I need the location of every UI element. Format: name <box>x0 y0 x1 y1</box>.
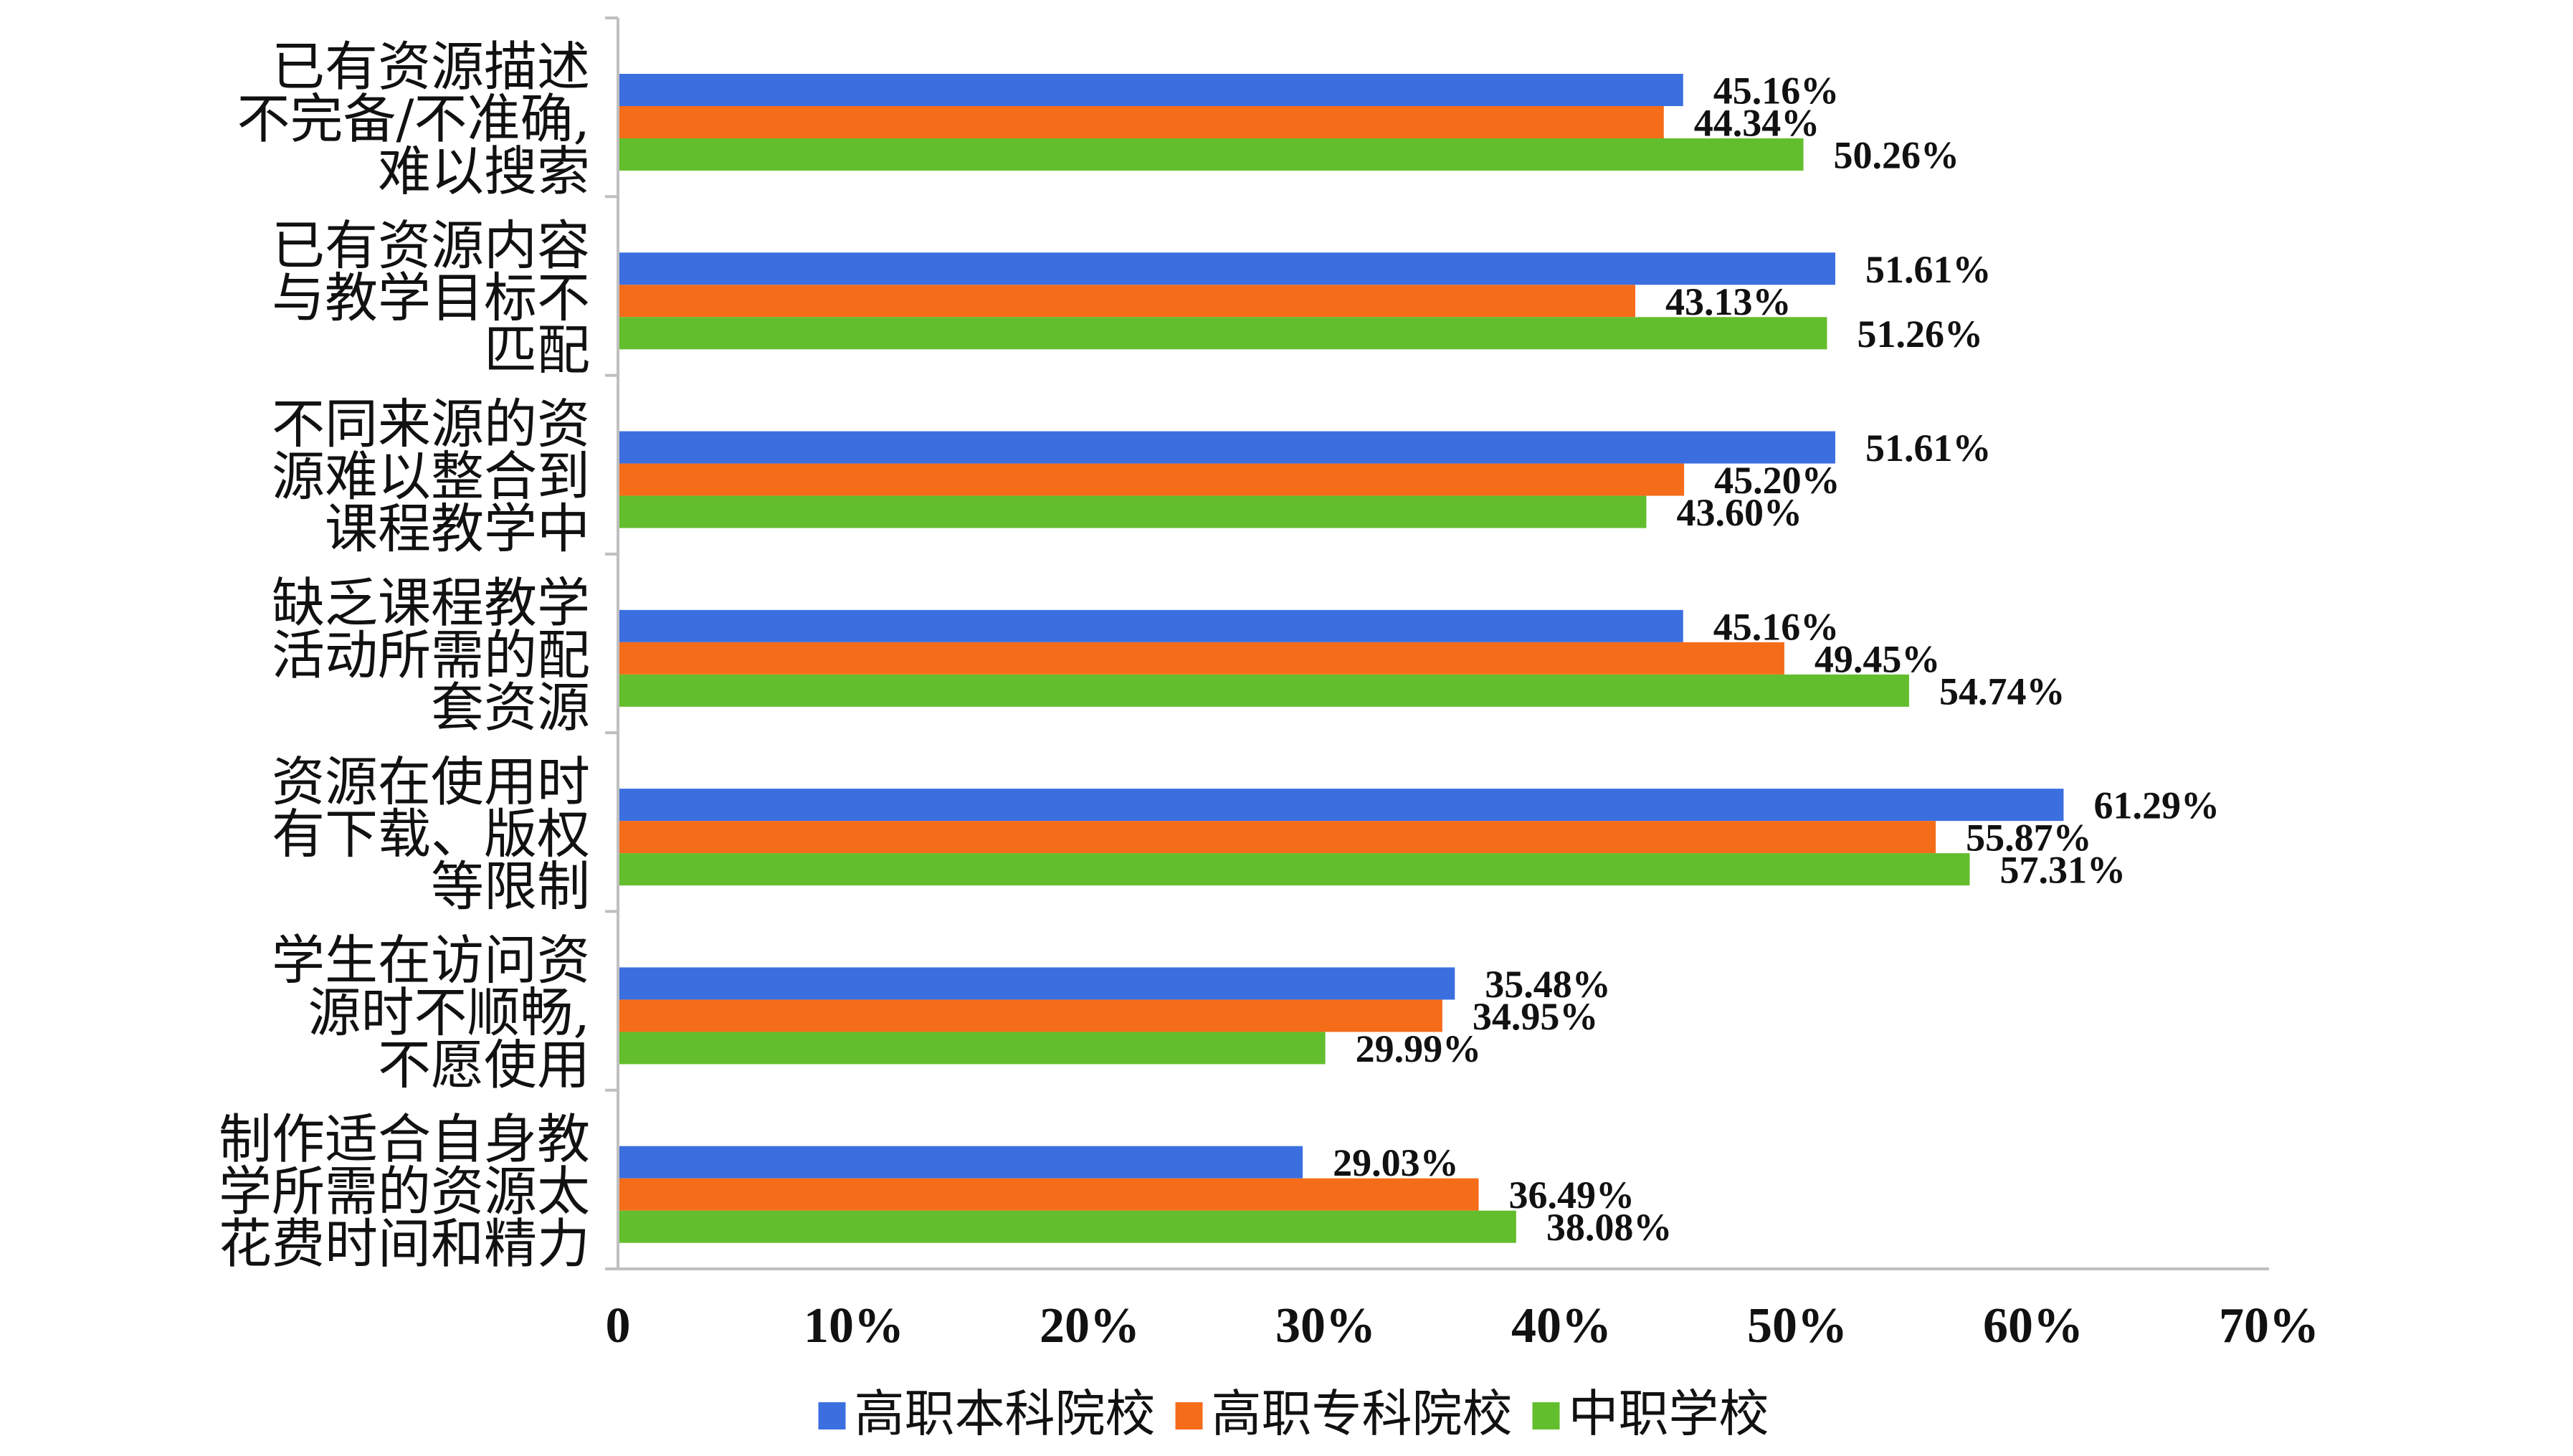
data-label: 45.16% <box>1713 605 1840 648</box>
category-label: 等限制 <box>431 856 590 918</box>
x-tick-label: 60% <box>1983 1298 2083 1353</box>
data-label: 35.48% <box>1485 963 1611 1006</box>
bar-高职专科院校-7 <box>618 1178 1479 1211</box>
legend-label: 中职学校 <box>1569 1384 1769 1443</box>
category-labels-layer: 已有资源描述不完备/不准确,难以搜索已有资源内容与教学目标不匹配不同来源的资源难… <box>219 37 590 1275</box>
data-label: 49.45% <box>1815 637 1941 680</box>
category-label: 不完备/不准确, <box>237 89 590 151</box>
category-label: 有下载、版权 <box>272 804 590 865</box>
bar-高职专科院校-2 <box>618 285 1635 318</box>
category-label: 制作适合自身教 <box>219 1108 590 1170</box>
bar-高职本科院校-7 <box>618 1146 1303 1179</box>
data-label: 38.08% <box>1546 1206 1673 1249</box>
bar-高职专科院校-5 <box>618 821 1936 854</box>
x-tick-label: 0 <box>606 1298 631 1353</box>
data-label: 61.29% <box>2093 784 2220 827</box>
category-label: 源时不顺畅, <box>308 982 590 1044</box>
data-label: 45.20% <box>1714 459 1840 502</box>
x-tick-label: 20% <box>1040 1298 1140 1353</box>
category-label: 与教学目标不 <box>272 267 590 329</box>
bar-中职学校-7 <box>618 1210 1516 1243</box>
data-label: 43.60% <box>1676 491 1802 534</box>
data-label: 43.13% <box>1665 280 1792 323</box>
bar-高职本科院校-5 <box>618 789 2064 822</box>
legend-item-中职学校: 中职学校 <box>1532 1384 1769 1443</box>
legend-item-高职本科院校: 高职本科院校 <box>818 1384 1156 1443</box>
category-label: 匹配 <box>484 320 590 381</box>
category-label: 已有资源描述 <box>272 37 590 98</box>
legend-label: 高职本科院校 <box>855 1384 1156 1443</box>
data-label: 29.99% <box>1356 1027 1481 1070</box>
data-labels-layer: 45.16%44.34%50.26%51.61%43.13%51.26%51.6… <box>1333 70 2220 1250</box>
data-label: 36.49% <box>1509 1174 1635 1217</box>
bar-高职本科院校-4 <box>618 609 1683 642</box>
data-label: 44.34% <box>1694 102 1820 145</box>
legend-item-高职专科院校: 高职专科院校 <box>1175 1384 1513 1443</box>
bar-高职专科院校-6 <box>618 999 1442 1032</box>
bar-高职专科院校-1 <box>618 106 1664 138</box>
data-label: 55.87% <box>1966 817 2092 860</box>
bar-高职专科院校-3 <box>618 463 1685 496</box>
bar-高职本科院校-1 <box>618 74 1683 106</box>
data-label: 34.95% <box>1473 995 1599 1038</box>
category-label: 难以搜索 <box>378 141 590 203</box>
bars-layer <box>618 74 2064 1243</box>
bar-中职学校-2 <box>618 317 1827 350</box>
category-label: 活动所需的配 <box>272 625 590 687</box>
data-label: 29.03% <box>1333 1141 1459 1184</box>
legend-swatch <box>1532 1402 1560 1429</box>
category-label: 学所需的资源太 <box>219 1161 590 1222</box>
data-label: 57.31% <box>1999 849 2126 892</box>
bar-高职本科院校-2 <box>618 252 1835 285</box>
x-tick-label: 40% <box>1511 1298 1612 1353</box>
bar-高职专科院校-4 <box>618 642 1784 675</box>
bar-高职本科院校-3 <box>618 431 1835 464</box>
category-label: 资源在使用时 <box>272 751 590 813</box>
data-label: 51.26% <box>1857 313 1983 356</box>
category-label: 源难以整合到 <box>272 446 590 508</box>
category-label: 课程教学中 <box>325 498 590 560</box>
category-label: 缺乏课程教学 <box>272 573 590 634</box>
category-label: 不愿使用 <box>378 1034 590 1096</box>
category-label: 已有资源内容 <box>272 215 590 277</box>
x-tick-label: 50% <box>1747 1298 1847 1353</box>
legend-swatch <box>1175 1402 1203 1429</box>
data-label: 54.74% <box>1939 670 2065 713</box>
bar-高职本科院校-6 <box>618 967 1455 1000</box>
category-label: 学生在访问资 <box>272 930 590 991</box>
bar-中职学校-3 <box>618 495 1647 528</box>
legend-swatch <box>818 1402 846 1429</box>
x-tick-label: 30% <box>1275 1298 1376 1353</box>
data-label: 45.16% <box>1713 70 1840 113</box>
legend: 高职本科院校 高职专科院校 中职学校 <box>818 1384 1769 1443</box>
data-label: 51.61% <box>1865 248 1992 291</box>
bar-中职学校-1 <box>618 138 1804 171</box>
bar-中职学校-6 <box>618 1032 1326 1065</box>
bar-中职学校-5 <box>618 853 1970 886</box>
data-label: 50.26% <box>1834 134 1960 177</box>
data-label: 51.61% <box>1865 427 1992 470</box>
category-label: 不同来源的资 <box>272 394 590 455</box>
legend-label: 高职专科院校 <box>1212 1384 1513 1443</box>
category-label: 套资源 <box>431 677 590 739</box>
category-label: 花费时间和精力 <box>219 1213 590 1275</box>
bar-中职学校-4 <box>618 674 1909 707</box>
x-tick-label: 70% <box>2219 1298 2319 1353</box>
x-tick-label: 10% <box>804 1298 904 1353</box>
axis-layer: 0 10% 20% 30% 40% 50% 60% 70% <box>605 16 2319 1353</box>
